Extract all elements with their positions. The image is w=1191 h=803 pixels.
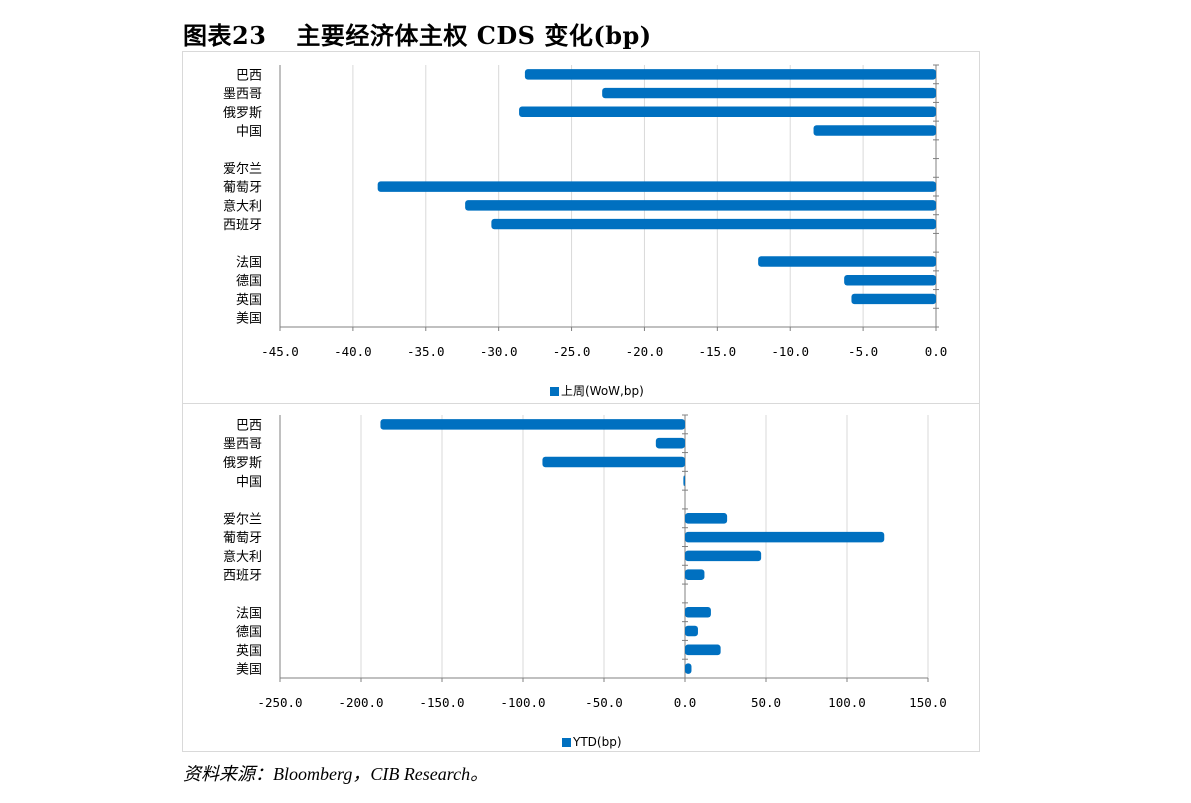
bar [844, 274, 936, 286]
legend: 上周(WoW,bp) [550, 384, 644, 398]
bar [377, 181, 936, 192]
category-label: 墨西哥 [223, 437, 262, 452]
source-note: 资料来源：Bloomberg，CIB Research。 [183, 764, 489, 784]
category-label: 墨西哥 [223, 87, 262, 102]
bar [683, 475, 685, 487]
x-tick-label: -20.0 [626, 344, 664, 359]
bar [380, 419, 685, 430]
x-tick-label: -15.0 [699, 344, 737, 359]
x-tick-label: -250.0 [257, 695, 302, 710]
category-label: 英国 [236, 293, 262, 308]
bar [758, 256, 936, 267]
x-tick-label: -50.0 [585, 695, 623, 710]
category-label: 法国 [236, 606, 262, 621]
category-label: 美国 [236, 312, 262, 327]
bar [685, 606, 711, 618]
bar [685, 625, 698, 637]
bar [685, 569, 705, 580]
category-label: 英国 [236, 644, 262, 659]
bar [542, 456, 685, 468]
category-label: 意大利 [223, 549, 262, 565]
bar [851, 293, 936, 305]
bar [655, 437, 685, 449]
legend: YTD(bp) [562, 735, 622, 749]
x-tick-label: -10.0 [771, 344, 809, 359]
category-label: 俄罗斯 [223, 106, 262, 121]
category-label: 葡萄牙 [223, 531, 262, 546]
x-tick-label: -200.0 [338, 695, 383, 710]
bar [813, 125, 936, 136]
bar [524, 69, 936, 80]
category-label: 意大利 [223, 198, 262, 214]
chart-divider [182, 403, 980, 404]
figure-title: 图表23 主要经济体主权 CDS 变化(bp) [183, 16, 652, 51]
x-tick-label: -5.0 [848, 344, 878, 359]
legend-swatch [550, 387, 559, 396]
bar [685, 550, 762, 562]
category-label: 巴西 [236, 418, 262, 433]
x-tick-label: -100.0 [500, 695, 545, 710]
x-tick-label: 100.0 [828, 695, 866, 710]
category-label: 中国 [236, 475, 262, 490]
legend-swatch [562, 738, 571, 747]
bar [491, 218, 936, 230]
legend-label: 上周(WoW,bp) [561, 384, 644, 398]
x-tick-label: -40.0 [334, 344, 372, 359]
category-label: 美国 [236, 663, 262, 678]
bar [602, 87, 936, 99]
figure-number: 图表23 [183, 21, 267, 50]
x-tick-label: 50.0 [751, 695, 781, 710]
category-label: 俄罗斯 [223, 456, 262, 471]
bar [685, 531, 885, 543]
category-label: 中国 [236, 125, 262, 140]
category-label: 德国 [236, 625, 262, 640]
x-tick-label: -150.0 [419, 695, 464, 710]
category-label: 巴西 [236, 68, 262, 83]
bar [519, 106, 936, 118]
chart-frame [182, 51, 980, 752]
x-tick-label: -35.0 [407, 344, 445, 359]
x-tick-label: 0.0 [925, 344, 948, 359]
category-label: 西班牙 [223, 218, 262, 233]
figure-title-text: 主要经济体主权 CDS 变化(bp) [296, 21, 652, 50]
chart-wow: -45.0 -40.0 -35.0 -30.0 -25.0 -20.0 -15.0 -10.0… [223, 64, 948, 398]
legend-label: YTD(bp) [572, 735, 622, 749]
category-label: 爱尔兰 [223, 512, 262, 527]
bar [685, 663, 692, 674]
x-tick-label: -25.0 [553, 344, 591, 359]
category-label: 葡萄牙 [223, 181, 262, 196]
category-label: 德国 [236, 274, 262, 289]
x-tick-label: 0.0 [674, 695, 697, 710]
x-tick-label: -45.0 [261, 344, 299, 359]
category-label: 法国 [236, 256, 262, 271]
bar [465, 200, 936, 211]
bar [685, 513, 728, 524]
bar [685, 644, 721, 656]
x-tick-label: 150.0 [909, 695, 947, 710]
x-tick-label: -30.0 [480, 344, 518, 359]
category-label: 西班牙 [223, 569, 262, 584]
category-label: 爱尔兰 [223, 162, 262, 177]
